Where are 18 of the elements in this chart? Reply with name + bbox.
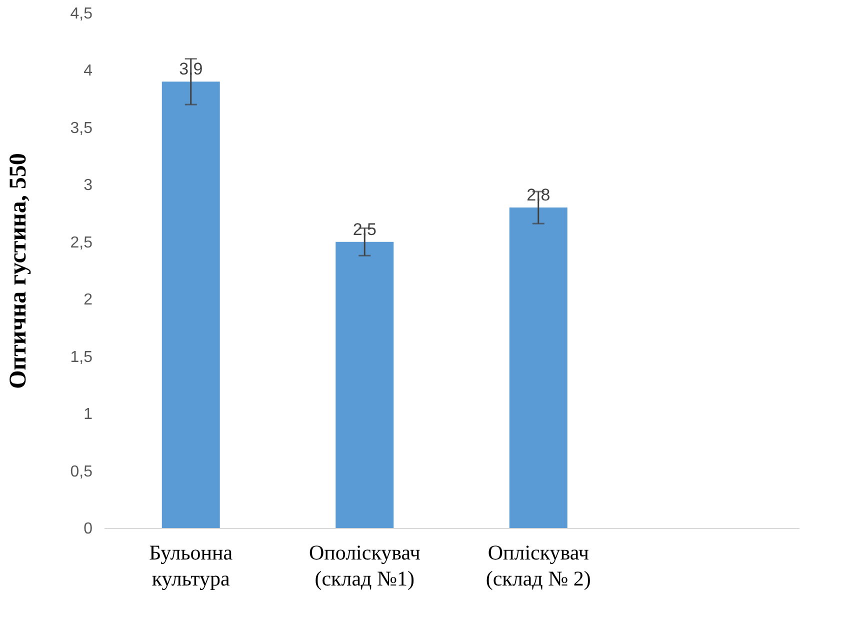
- bar: [509, 208, 568, 528]
- x-tick-label: Ополіскувач (склад №1): [308, 540, 421, 590]
- y-tick-label: 3: [84, 177, 93, 194]
- x-tick-label: Оплiскувач (склад № 2): [486, 540, 591, 590]
- y-tick-label: 1: [84, 406, 93, 424]
- y-tick-label: 1,5: [70, 348, 93, 366]
- y-tick-label: 0: [84, 520, 93, 538]
- y-tick-label: 2: [84, 292, 93, 309]
- data-label: 2,5: [352, 220, 376, 239]
- y-tick-label: 3,5: [70, 120, 93, 137]
- y-tick-label: 0,5: [70, 463, 93, 480]
- x-tick-label: Бульонна культура: [149, 540, 234, 590]
- y-axis-title: Оптична густина, 550: [5, 153, 32, 389]
- y-tick-label: 2,5: [70, 234, 93, 252]
- bar: [162, 82, 220, 528]
- bar: [336, 242, 394, 528]
- y-tick-label: 4,5: [70, 6, 93, 22]
- y-tick-label: 4: [84, 62, 93, 80]
